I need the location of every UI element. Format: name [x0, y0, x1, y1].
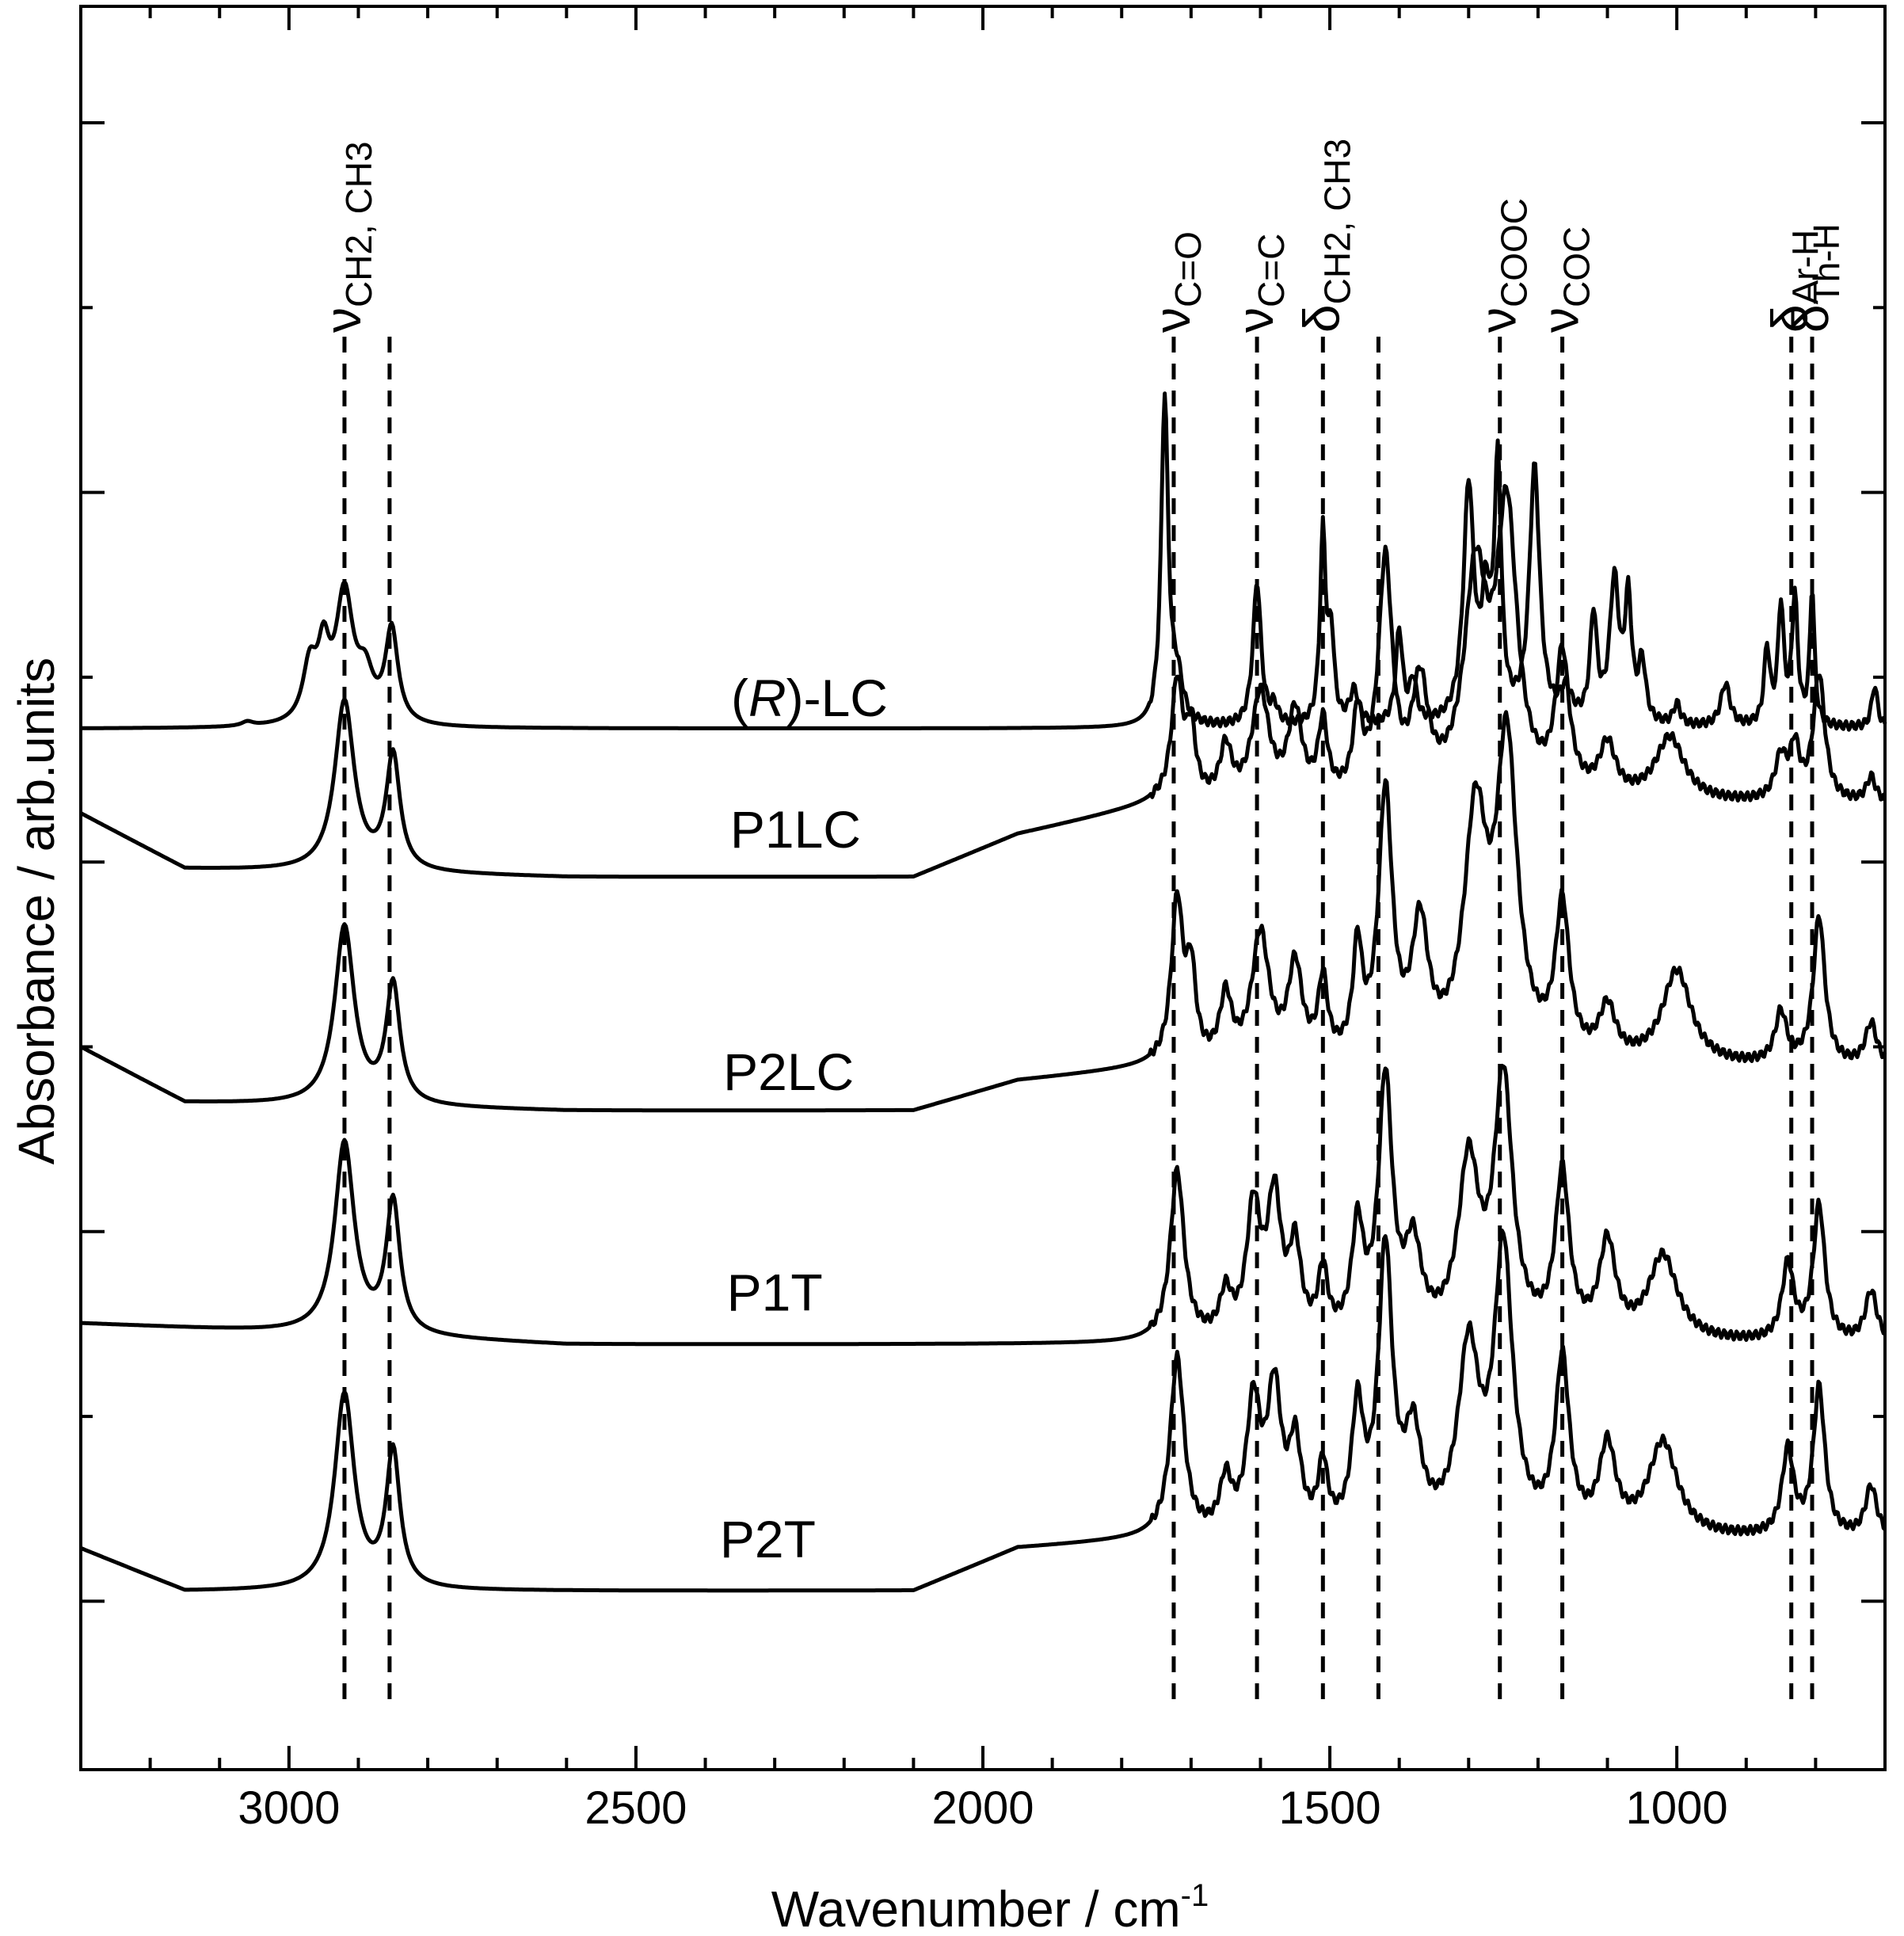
band-label: νC=O	[1144, 231, 1209, 333]
band-label: νCOC	[1533, 227, 1597, 333]
y-axis-ticks	[81, 121, 1885, 1603]
series-label: P1LC	[730, 800, 861, 859]
x-axis-title: Wavenumber / cm-1	[771, 1878, 1209, 1936]
x-tick-label: 2500	[585, 1782, 687, 1834]
series-line	[79, 484, 1886, 879]
band-label: νCH2, CH3	[314, 141, 379, 333]
spectra-series	[79, 391, 1887, 1593]
x-tick-label: 1500	[1279, 1782, 1381, 1834]
series-labels: (R)-LC P1LC P2LC P1T P2T	[720, 669, 888, 1568]
band-label: δAr-H	[1761, 230, 1826, 333]
series-label: P1T	[727, 1263, 823, 1322]
series-label: P2LC	[723, 1042, 854, 1101]
y-axis-title: Absorbance / arb.units	[8, 657, 65, 1164]
band-label: νCOOC	[1470, 198, 1535, 333]
band-label: δCH2, CH3	[1293, 139, 1358, 333]
band-label: δTh-H	[1782, 223, 1847, 333]
x-axis-ticks: 3000 2500 2000 1500 1000	[79, 6, 1887, 1834]
series-line	[80, 1229, 1887, 1593]
band-label: νC=C	[1227, 234, 1292, 333]
x-tick-label: 1000	[1626, 1782, 1728, 1834]
x-tick-label: 3000	[238, 1782, 340, 1834]
x-tick-label: 2000	[931, 1782, 1034, 1834]
series-label: (R)-LC	[731, 669, 888, 727]
series-label: P2T	[720, 1510, 816, 1568]
series-line	[80, 1063, 1887, 1347]
series-line	[80, 391, 1887, 732]
series-line	[79, 710, 1887, 1113]
